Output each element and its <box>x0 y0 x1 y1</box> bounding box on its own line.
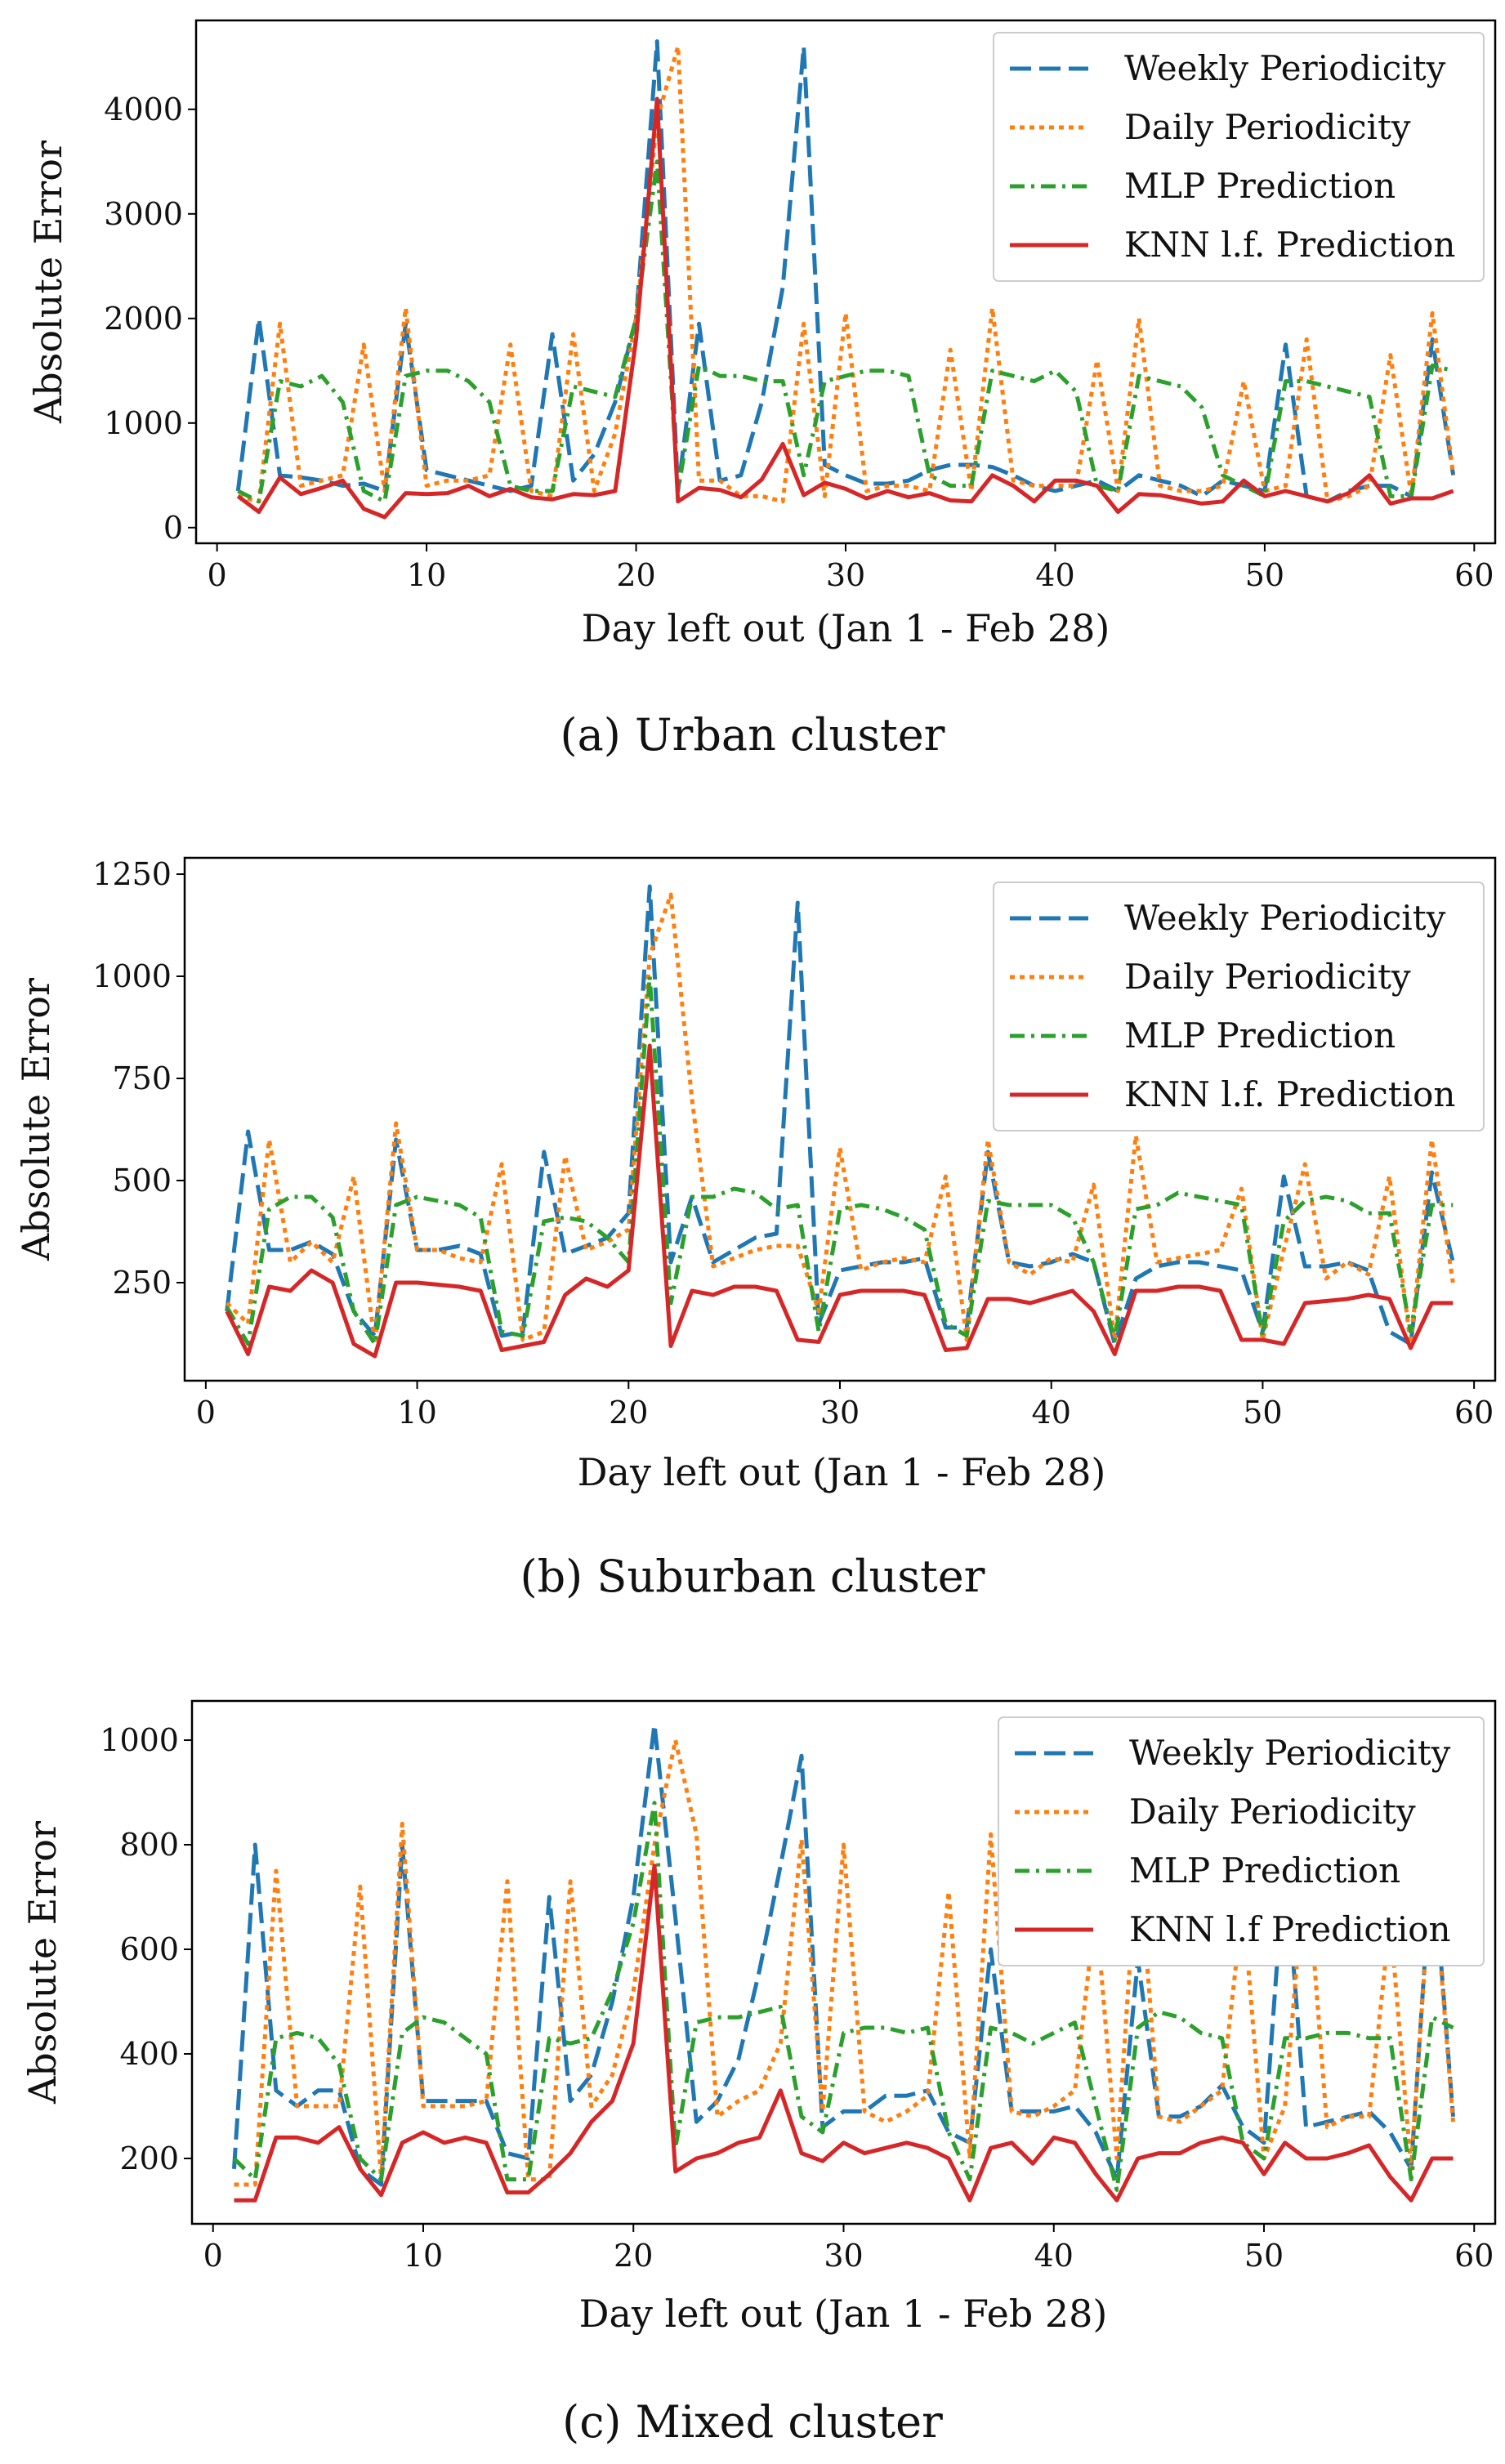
panel-urban: 0 10 20 30 40 50 60 0 1000 2000 3000 4000 Day left… <box>26 19 1497 761</box>
x-tick-label: 0 <box>208 557 227 593</box>
legend-label-weekly: Weekly Periodicity <box>1129 1733 1451 1773</box>
legend-label-knn: KNN l.f Prediction <box>1129 1909 1451 1949</box>
y-axis-label: Absolute Error <box>20 1821 65 2105</box>
legend-label-weekly: Weekly Periodicity <box>1124 898 1446 938</box>
y-tick-label: 600 <box>119 1931 179 1967</box>
y-axis-label: Absolute Error <box>26 141 70 424</box>
x-tick-label: 10 <box>397 1395 436 1431</box>
legend-box <box>993 32 1485 282</box>
x-tick-label: 0 <box>203 2238 223 2274</box>
y-tick-label: 4000 <box>104 92 183 127</box>
panel-suburban: 0 10 20 30 40 50 60 250 500 750 1000 1250 Day left… <box>14 856 1497 1602</box>
y-tick-label: 3000 <box>104 196 183 232</box>
y-tick-label: 750 <box>112 1060 172 1096</box>
x-tick-label: 50 <box>1244 2238 1284 2274</box>
y-ticks: 0 1000 2000 3000 4000 <box>104 92 196 546</box>
series-line-daily-periodicity <box>234 1738 1455 2187</box>
series-line-knn-l-f-prediction <box>234 1864 1454 2203</box>
series-line-knn-l-f-prediction <box>225 1043 1454 1359</box>
y-tick-label: 2000 <box>104 301 183 337</box>
legend-label-daily: Daily Periodicity <box>1124 107 1411 147</box>
x-tick-label: 20 <box>616 557 655 593</box>
x-tick-label: 50 <box>1245 557 1284 593</box>
x-ticks: 0 10 20 30 40 50 60 <box>208 543 1494 593</box>
panel-mixed: 0 10 20 30 40 50 60 200 400 600 800 1000 Day left … <box>20 1699 1497 2448</box>
legend-label-knn: KNN l.f. Prediction <box>1124 225 1455 265</box>
x-ticks: 0 10 20 30 40 50 60 <box>196 1381 1494 1431</box>
legend-label-weekly: Weekly Periodicity <box>1124 48 1446 88</box>
legend-box <box>998 1716 1485 1966</box>
y-ticks: 200 400 600 800 1000 <box>100 1722 192 2176</box>
x-tick-label: 10 <box>407 557 446 593</box>
y-tick-label: 1250 <box>92 856 172 892</box>
legend: Weekly Periodicity Daily Periodicity MLP… <box>998 1716 1485 1966</box>
y-ticks: 250 500 750 1000 1250 <box>92 856 185 1301</box>
legend-label-mlp: MLP Prediction <box>1129 1850 1400 1890</box>
y-tick-label: 1000 <box>100 1722 179 1758</box>
x-tick-label: 40 <box>1035 557 1074 593</box>
series-line-weekly-periodicity <box>235 39 1456 504</box>
y-tick-label: 200 <box>119 2140 179 2176</box>
y-tick-label: 1000 <box>104 405 183 441</box>
legend-label-daily: Daily Periodicity <box>1124 957 1411 997</box>
series-line-weekly-periodicity <box>225 884 1455 1346</box>
x-tick-label: 20 <box>609 1395 648 1431</box>
series-line-weekly-periodicity <box>232 1722 1455 2187</box>
x-tick-label: 20 <box>614 2238 653 2274</box>
legend-label-daily: Daily Periodicity <box>1129 1792 1416 1832</box>
caption-a: (a) Urban cluster <box>560 709 945 761</box>
series-line-daily-periodicity <box>225 892 1455 1346</box>
x-axis-label: Day left out (Jan 1 - Feb 28) <box>582 606 1110 650</box>
caption-c: (c) Mixed cluster <box>562 2396 943 2448</box>
y-tick-label: 400 <box>119 2036 179 2072</box>
legend-label-mlp: MLP Prediction <box>1124 1016 1396 1056</box>
x-axis-label: Day left out (Jan 1 - Feb 28) <box>579 2292 1108 2336</box>
x-axis-label: Day left out (Jan 1 - Feb 28) <box>578 1450 1106 1494</box>
y-tick-label: 500 <box>112 1163 172 1199</box>
series-line-mlp-prediction <box>237 159 1454 504</box>
x-tick-label: 50 <box>1243 1395 1282 1431</box>
series-line-knn-l-f-prediction <box>236 96 1454 520</box>
x-tick-label: 60 <box>1454 557 1494 593</box>
x-tick-label: 40 <box>1034 2238 1074 2274</box>
legend-label-mlp: MLP Prediction <box>1124 166 1396 206</box>
legend: Weekly Periodicity Daily Periodicity MLP… <box>993 32 1485 282</box>
x-tick-label: 60 <box>1454 1395 1494 1431</box>
caption-b: (b) Suburban cluster <box>520 1551 985 1602</box>
x-tick-label: 60 <box>1454 2238 1494 2274</box>
x-tick-label: 0 <box>196 1395 216 1431</box>
y-tick-label: 250 <box>112 1265 172 1301</box>
series-layer <box>225 884 1455 1359</box>
y-tick-label: 800 <box>119 1827 179 1863</box>
y-tick-label: 0 <box>163 510 183 546</box>
series-layer <box>232 1722 1455 2203</box>
x-tick-label: 10 <box>404 2238 443 2274</box>
legend: Weekly Periodicity Daily Periodicity MLP… <box>993 882 1485 1132</box>
series-line-mlp-prediction <box>232 1801 1454 2192</box>
x-tick-label: 40 <box>1032 1395 1071 1431</box>
series-line-daily-periodicity <box>237 44 1456 504</box>
legend-label-knn: KNN l.f. Prediction <box>1124 1074 1455 1114</box>
legend-box <box>993 882 1485 1132</box>
y-axis-label: Absolute Error <box>14 978 58 1261</box>
x-ticks: 0 10 20 30 40 50 60 <box>203 2224 1494 2274</box>
series-line-mlp-prediction <box>225 974 1454 1346</box>
x-tick-label: 30 <box>824 2238 863 2274</box>
x-tick-label: 30 <box>826 557 865 593</box>
y-tick-label: 1000 <box>92 958 172 994</box>
series-layer <box>235 39 1456 520</box>
x-tick-label: 30 <box>820 1395 860 1431</box>
